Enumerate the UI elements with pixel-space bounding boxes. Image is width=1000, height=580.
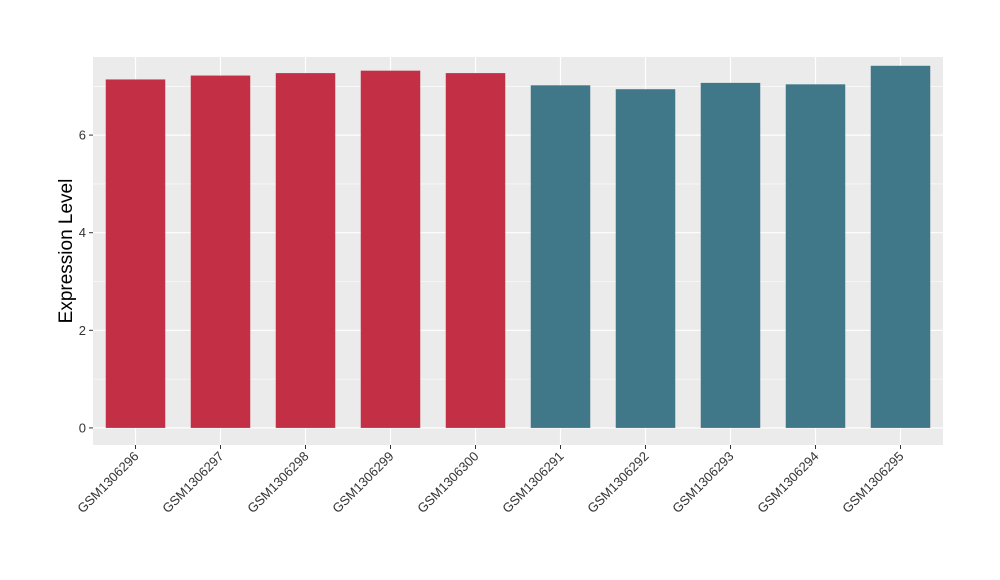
bar-GSM1306299 (360, 70, 421, 428)
bar-GSM1306291 (530, 85, 591, 428)
x-tick-label: GSM1306299 (329, 449, 396, 516)
x-tick-label: GSM1306292 (584, 449, 651, 516)
y-tick-label: 6 (79, 128, 86, 143)
x-tick-label: GSM1306300 (414, 449, 481, 516)
x-tick-label: GSM1306296 (74, 449, 141, 516)
bar-GSM1306297 (190, 75, 251, 428)
x-tick-label: GSM1306297 (159, 449, 226, 516)
x-tick-label: GSM1306294 (754, 449, 821, 516)
bar-GSM1306295 (870, 65, 931, 428)
y-tick-label: 0 (79, 420, 86, 435)
x-axis: GSM1306296 GSM1306297 GSM1306298 GSM1306299… (74, 445, 907, 516)
x-tick-label: GSM1306293 (669, 449, 736, 516)
x-tick-label: GSM1306291 (499, 449, 566, 516)
bar-GSM1306300 (445, 73, 506, 428)
bar-GSM1306298 (275, 73, 336, 428)
bar-GSM1306294 (785, 84, 846, 428)
bar-GSM1306296 (105, 79, 166, 428)
y-axis: 0 2 4 6 (79, 128, 93, 435)
bar-GSM1306293 (700, 82, 761, 428)
bars (105, 65, 931, 428)
bar-GSM1306292 (615, 89, 676, 428)
y-tick-label: 4 (79, 225, 86, 240)
x-tick-label: GSM1306298 (244, 449, 311, 516)
y-axis-title: Expression Level (56, 179, 77, 324)
y-tick-label: 2 (79, 323, 86, 338)
x-tick-label: GSM1306295 (839, 449, 906, 516)
